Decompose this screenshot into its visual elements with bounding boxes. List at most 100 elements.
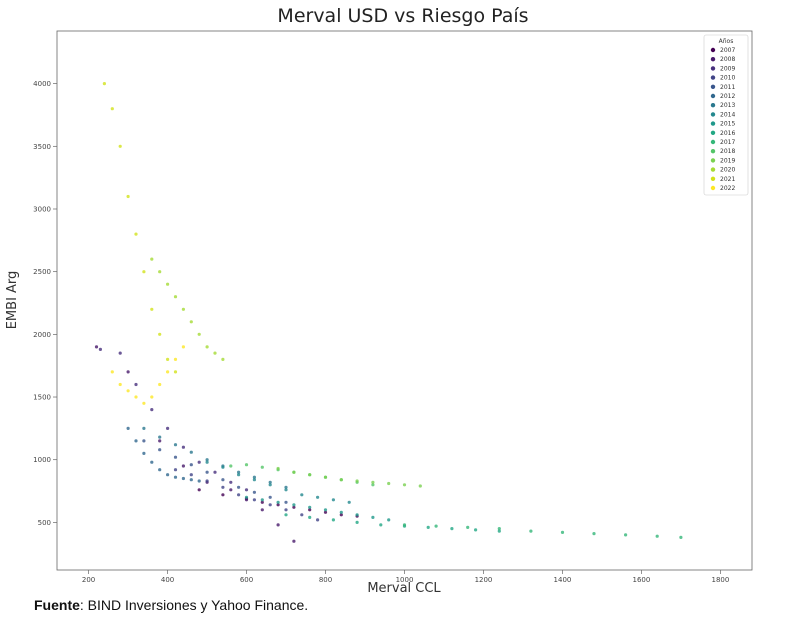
x-axis-label: Merval CCL [367,581,441,596]
point-2016-0 [284,513,288,517]
x-tick-label-1400: 1400 [554,576,572,584]
point-2014-8 [331,498,335,502]
source-label: Fuente [34,597,80,613]
point-2008-6 [244,498,249,502]
legend-marker-2014 [710,112,716,117]
point-2014-6 [300,493,304,497]
point-2010-9 [316,518,320,522]
point-2015-9 [387,518,391,522]
point-2018-9 [371,483,375,487]
point-2014-3 [252,478,256,482]
chart-title: Merval USD vs Riesgo País [277,5,528,27]
point-2009-8 [229,480,233,484]
legend-marker-2020 [710,167,716,172]
point-2019-1 [292,470,296,474]
point-2012-4 [158,468,162,472]
point-2012-6 [173,475,178,479]
point-2015-8 [371,515,375,520]
point-2019-0 [276,466,280,471]
point-2008-3 [181,464,185,468]
point-2013-7 [252,475,256,479]
point-2019-8 [402,483,407,487]
point-2007-3 [260,500,264,504]
source-text: : BIND Inversiones y Yahoo Finance. [79,597,309,613]
y-axis-label: EMBI Arg [5,271,20,330]
y-tick-label-3000: 3000 [33,205,51,213]
legend: Años 2007 2008 2009 2010 2011 2012 2013 2014 201… [703,34,749,196]
point-2009-6 [197,460,201,464]
point-2011-0 [142,439,146,443]
point-2012-1 [134,439,138,443]
point-2009-2 [134,382,138,387]
point-2016-1 [308,515,312,520]
legend-marker-2007 [710,47,716,53]
point-2022-9 [181,345,185,349]
point-2022-0 [110,370,114,374]
point-2021-7 [158,332,162,336]
y-tick-label-1000: 1000 [33,456,51,464]
point-2019-2 [308,473,312,477]
point-2008-1 [126,370,130,374]
legend-label-2016: 2016 [720,130,735,137]
point-2010-6 [268,503,272,507]
point-2009-9 [244,488,249,492]
point-2008-8 [276,523,280,527]
point-2017-4 [529,529,533,533]
point-2014-0 [205,460,209,464]
legend-label-2007: 2007 [720,47,735,54]
point-2020-9 [221,357,225,361]
point-2015-1 [260,498,264,502]
legend-label-2018: 2018 [720,148,735,155]
point-2008-0 [94,345,99,349]
x-tick-label-1600: 1600 [633,576,651,584]
point-2013-0 [142,426,146,430]
legend-items: 2007 2008 2009 2010 2011 2012 2013 2014 2015 2016… [710,47,735,192]
point-2017-6 [592,532,596,536]
point-2011-1 [158,448,162,452]
y-axis-ticks: 500 1000 1500 2000 2500 3000 3500 4000 [33,80,57,527]
legend-marker-2018 [710,149,716,154]
point-2014-7 [316,495,320,499]
legend-label-2008: 2008 [720,56,735,63]
y-tick-label-1500: 1500 [33,394,51,402]
point-2012-8 [189,478,193,482]
legend-label-2020: 2020 [720,167,735,174]
legend-marker-2012 [710,93,716,99]
point-2009-3 [150,408,154,412]
point-2016-7 [450,527,454,531]
x-tick-label-1200: 1200 [475,576,493,584]
y-tick-label-4000: 4000 [33,80,51,88]
point-2022-4 [142,401,146,405]
point-2021-0 [102,82,106,86]
point-2008-9 [292,539,296,543]
legend-label-2009: 2009 [720,65,735,72]
point-2009-1 [118,351,122,355]
point-2020-5 [189,320,193,324]
x-tick-label-1000: 1000 [396,576,414,584]
point-2013-8 [268,480,272,484]
point-2015-3 [292,503,296,507]
point-2010-1 [189,473,193,477]
point-2021-6 [150,307,154,311]
point-2015-4 [308,505,312,509]
y-tick-label-500: 500 [38,519,51,527]
point-2016-4 [379,523,383,527]
plot-area-frame [56,30,753,571]
point-2012-5 [166,473,170,477]
point-2022-5 [150,395,154,399]
point-2020-4 [181,307,185,311]
legend-label-2022: 2022 [720,185,735,192]
x-tick-label-400: 400 [161,576,174,584]
legend-marker-2022 [710,185,716,191]
point-2022-7 [166,370,170,374]
point-2015-0 [244,495,249,499]
legend-label-2012: 2012 [720,93,735,100]
point-2015-2 [276,500,280,504]
point-2014-5 [284,488,288,492]
point-2020-1 [158,270,162,274]
point-2016-9 [497,529,501,533]
legend-title: Años [719,38,734,45]
point-2013-6 [237,470,241,474]
point-2022-6 [158,382,162,387]
point-2021-4 [134,232,138,236]
